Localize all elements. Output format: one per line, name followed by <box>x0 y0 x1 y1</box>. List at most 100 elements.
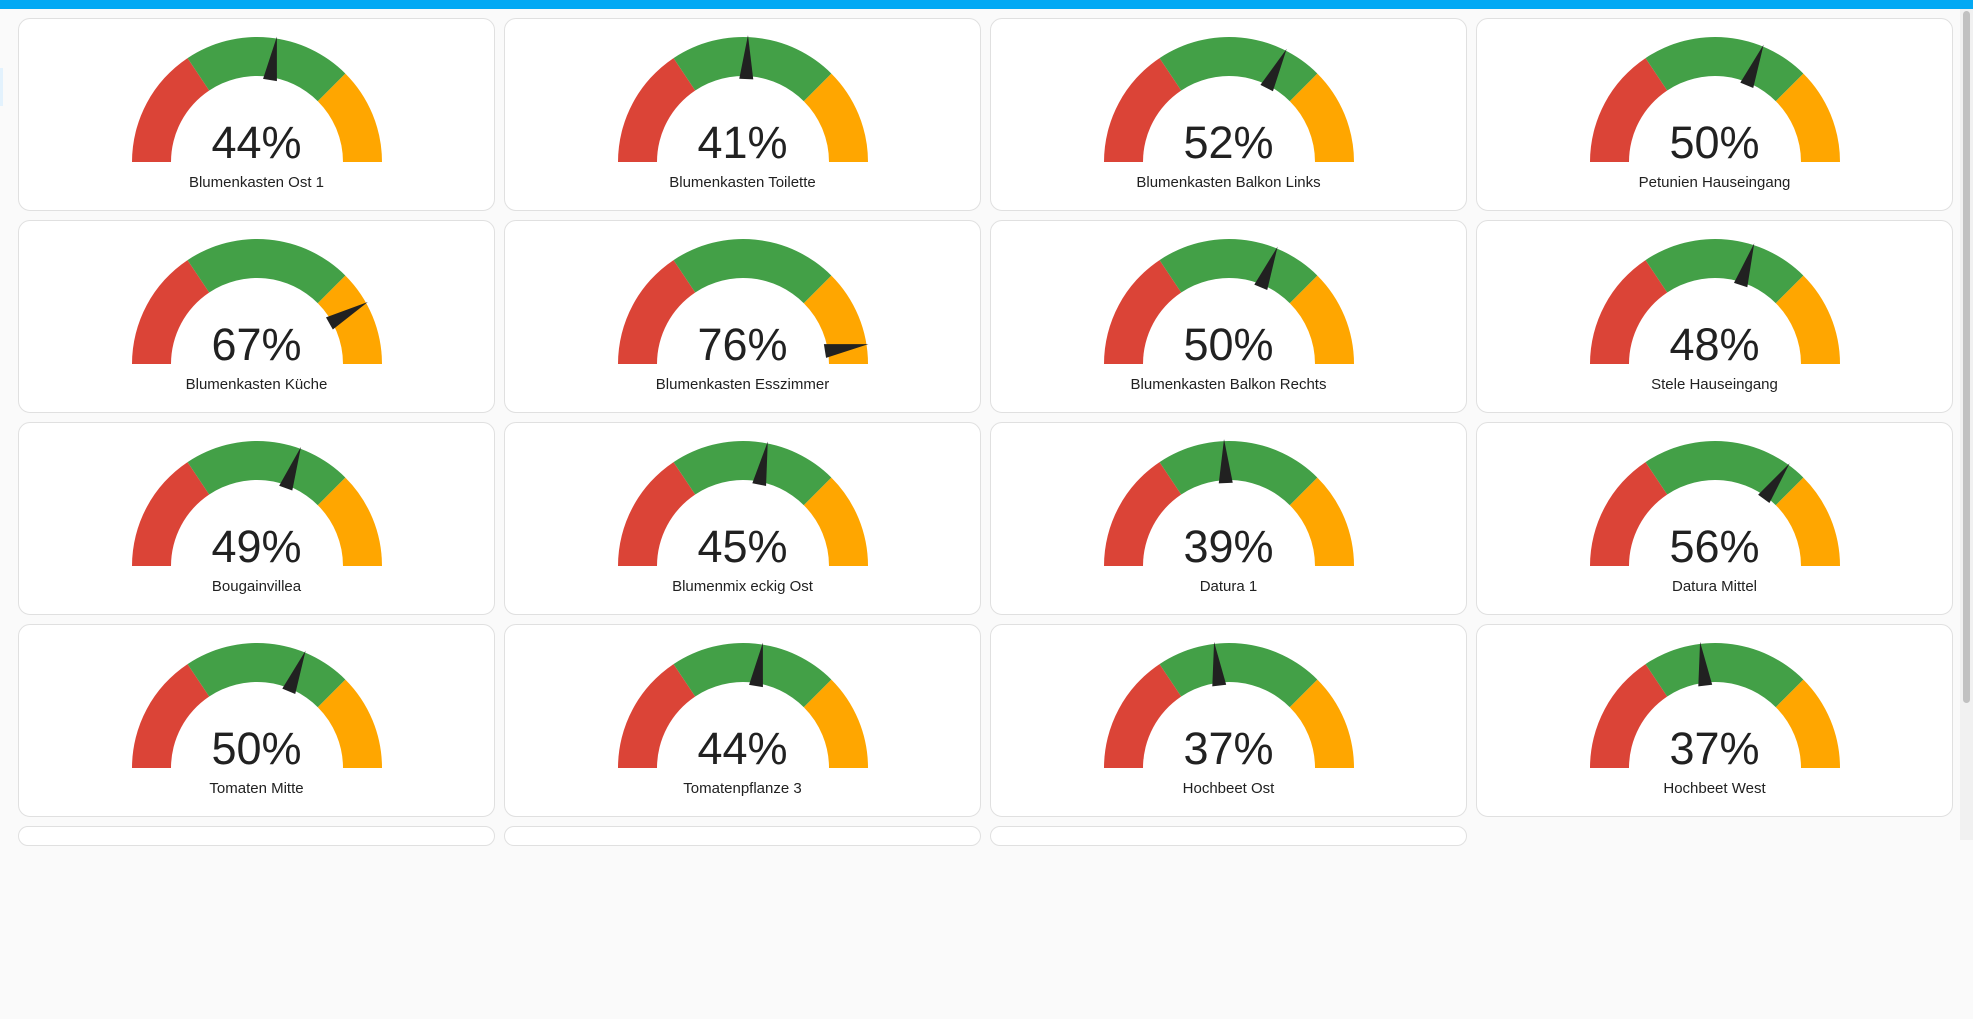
gauge-dial <box>618 642 868 768</box>
scrollbar-thumb[interactable] <box>1963 11 1970 703</box>
gauge-green-segment <box>187 643 346 708</box>
gauge-card[interactable]: 45% Blumenmix eckig Ost <box>504 422 981 615</box>
gauge-red-segment <box>618 462 696 566</box>
gauge-value: 49% <box>211 521 302 572</box>
app-header-bar <box>0 0 1973 9</box>
gauge-value: 50% <box>1669 117 1760 168</box>
gauge-red-segment <box>1590 58 1668 162</box>
gauge-label: Blumenmix eckig Ost <box>672 578 813 595</box>
gauge-red-segment <box>1590 462 1668 566</box>
gauge-label: Tomaten Mitte <box>209 780 304 797</box>
gauge-orange-segment <box>317 679 382 768</box>
gauge-needle <box>752 441 768 486</box>
gauge-card-partial[interactable] <box>18 826 495 846</box>
gauge-card[interactable]: 56% Datura Mittel <box>1476 422 1953 615</box>
gauge-red-segment <box>1104 260 1182 364</box>
gauge-red-segment <box>1590 664 1668 768</box>
gauge-dial <box>132 643 382 768</box>
gauge-grid: 44% Blumenkasten Ost 1 41% Blumenkasten Toi… <box>18 18 1954 1019</box>
gauge-card[interactable]: 49% Bougainvillea <box>18 422 495 615</box>
gauge-card[interactable]: 67% Blumenkasten Küche <box>18 220 495 413</box>
gauge-card[interactable]: 44% Blumenkasten Ost 1 <box>18 18 495 211</box>
gauge-needle <box>823 344 869 358</box>
gauge-red-segment <box>1590 260 1668 364</box>
gauge-green-segment <box>1159 441 1318 506</box>
gauge-value: 44% <box>697 723 788 774</box>
gauge-value: 56% <box>1669 521 1760 572</box>
gauge-value: 76% <box>697 319 788 370</box>
gauge-orange-segment <box>803 679 868 768</box>
gauge-needle <box>1218 439 1233 484</box>
gauge-card[interactable]: 41% Blumenkasten Toilette <box>504 18 981 211</box>
gauge-green-segment <box>1645 239 1804 304</box>
gauge-needle <box>279 446 301 491</box>
gauge-card[interactable]: 50% Blumenkasten Balkon Rechts <box>990 220 1467 413</box>
gauge-value: 37% <box>1669 723 1760 774</box>
gauge-needle <box>1254 246 1278 290</box>
gauge-card[interactable]: 48% Stele Hauseingang <box>1476 220 1953 413</box>
gauge-dial <box>1590 641 1840 768</box>
gauge-label: Datura Mittel <box>1671 578 1758 595</box>
gauge-label: Bougainvillea <box>211 578 302 595</box>
gauge-orange-segment <box>317 73 382 162</box>
gauge-label: Petunien Hauseingang <box>1638 174 1791 191</box>
gauge-card[interactable]: 52% Blumenkasten Balkon Links <box>990 18 1467 211</box>
sidebar-edge-tab[interactable] <box>0 68 3 106</box>
gauge-label: Blumenkasten Küche <box>185 376 328 393</box>
gauge-label: Tomatenpflanze 3 <box>683 780 802 797</box>
gauge-dial <box>1104 239 1354 364</box>
gauge-card-partial[interactable] <box>990 826 1467 846</box>
gauge-green-segment <box>1645 36 1804 102</box>
gauge-red-segment <box>1104 58 1182 162</box>
gauge-card[interactable]: 50% Tomaten Mitte <box>18 624 495 817</box>
gauge-needle <box>1733 243 1755 288</box>
gauge-card-partial[interactable] <box>504 826 981 846</box>
gauge-value: 44% <box>211 117 302 168</box>
gauge-value: 50% <box>1183 319 1274 370</box>
gauge-needle <box>263 36 277 82</box>
gauge-value: 45% <box>697 521 788 572</box>
gauge-value: 41% <box>697 117 788 168</box>
gauge-card[interactable]: 50% Petunien Hauseingang <box>1476 18 1953 211</box>
gauge-orange-segment <box>803 275 868 364</box>
gauge-value: 50% <box>211 723 302 774</box>
gauge-dial <box>1104 36 1354 162</box>
gauge-label: Blumenkasten Esszimmer <box>655 376 830 393</box>
gauge-needle <box>1758 463 1790 503</box>
gauge-needle <box>1740 44 1764 88</box>
gauge-orange-segment <box>1775 275 1840 364</box>
gauge-green-segment <box>1159 239 1318 304</box>
gauge-orange-segment <box>803 73 868 162</box>
gauge-label: Datura 1 <box>1199 578 1258 595</box>
gauge-card[interactable]: 39% Datura 1 <box>990 422 1467 615</box>
gauge-dial <box>1590 36 1840 162</box>
gauge-needle <box>1698 641 1713 687</box>
gauge-label: Stele Hauseingang <box>1651 376 1778 393</box>
gauge-card[interactable]: 37% Hochbeet Ost <box>990 624 1467 817</box>
gauge-red-segment <box>132 58 210 162</box>
gauge-dial <box>132 36 382 162</box>
gauge-dial <box>1104 641 1354 768</box>
gauge-red-segment <box>132 462 210 566</box>
gauge-orange-segment <box>1289 73 1354 162</box>
gauge-orange-segment <box>317 275 382 364</box>
gauge-label: Blumenkasten Balkon Links <box>1136 174 1321 191</box>
gauge-orange-segment <box>1289 679 1354 768</box>
gauge-orange-segment <box>1289 477 1354 566</box>
gauge-green-segment <box>1159 643 1318 708</box>
gauge-needle <box>1260 48 1287 92</box>
gauge-dial <box>618 239 869 364</box>
gauge-orange-segment <box>1775 477 1840 566</box>
gauge-card[interactable]: 44% Tomatenpflanze 3 <box>504 624 981 817</box>
gauge-needle <box>1212 641 1227 687</box>
gauge-card[interactable]: 76% Blumenkasten Esszimmer <box>504 220 981 413</box>
gauge-red-segment <box>1104 462 1182 566</box>
gauge-value: 67% <box>211 319 302 370</box>
gauge-red-segment <box>1104 664 1182 768</box>
gauge-red-segment <box>618 58 696 162</box>
gauge-needle <box>325 301 368 330</box>
gauge-needle <box>739 35 754 80</box>
gauge-orange-segment <box>803 477 868 566</box>
gauge-card[interactable]: 37% Hochbeet West <box>1476 624 1953 817</box>
gauge-orange-segment <box>317 477 382 566</box>
